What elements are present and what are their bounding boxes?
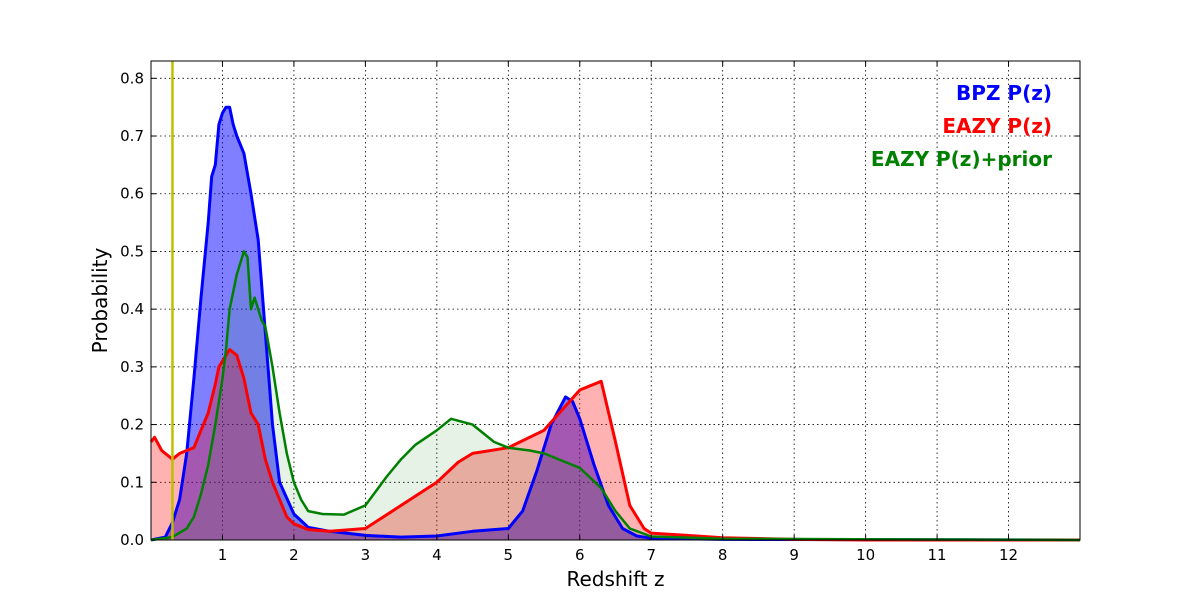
x-axis-title: Redshift z bbox=[566, 567, 664, 591]
legend: BPZ P(z) EAZY P(z) EAZY P(z)+prior bbox=[871, 81, 1052, 171]
x-tick-label: 7 bbox=[646, 546, 656, 564]
y-tick-label: 0.1 bbox=[120, 473, 144, 491]
legend-entry-eazy-p-z-prior: EAZY P(z)+prior bbox=[871, 147, 1052, 171]
legend-entry-bpz-p-z: BPZ P(z) bbox=[956, 81, 1052, 105]
x-tick-label: 10 bbox=[856, 546, 875, 564]
bpz-p-z-line bbox=[150, 105, 1081, 542]
plot-frame bbox=[150, 60, 1081, 541]
y-tick-label: 0.7 bbox=[120, 127, 144, 145]
eazy-p-z-prior-line bbox=[150, 250, 1081, 542]
x-tick-label: 3 bbox=[361, 546, 371, 564]
eazy-p-z-prior-area bbox=[151, 251, 1080, 540]
x-tick-label: 2 bbox=[289, 546, 299, 564]
y-tick-label: 0.0 bbox=[120, 531, 144, 549]
legend-entry-eazy-p-z: EAZY P(z) bbox=[942, 114, 1052, 138]
x-tick-label: 4 bbox=[432, 546, 442, 564]
y-tick-label: 0.6 bbox=[120, 185, 144, 203]
ticks: 1 2 3 4 5 6 7 8 9 10 11 120.00.10.20.30.40.50.60.70… bbox=[120, 61, 1080, 564]
x-tick-label: 1 bbox=[218, 546, 228, 564]
eazy-p-z-line bbox=[149, 348, 1080, 542]
y-tick-label: 0.2 bbox=[120, 416, 144, 434]
bpz-p-z-area bbox=[151, 107, 1080, 540]
x-tick-label: 12 bbox=[999, 546, 1018, 564]
x-tick-label: 8 bbox=[718, 546, 728, 564]
x-tick-label: 9 bbox=[789, 546, 799, 564]
series-lines bbox=[149, 105, 1081, 542]
y-tick-label: 0.4 bbox=[120, 300, 144, 318]
y-tick-label: 0.5 bbox=[120, 242, 144, 260]
x-tick-label: 11 bbox=[928, 546, 947, 564]
y-tick-label: 0.3 bbox=[120, 358, 144, 376]
y-axis-title: Probability bbox=[88, 247, 112, 353]
y-tick-label: 0.8 bbox=[120, 69, 144, 87]
x-tick-label: 5 bbox=[504, 546, 514, 564]
plot-background bbox=[151, 61, 1080, 540]
x-tick-label: 6 bbox=[575, 546, 585, 564]
